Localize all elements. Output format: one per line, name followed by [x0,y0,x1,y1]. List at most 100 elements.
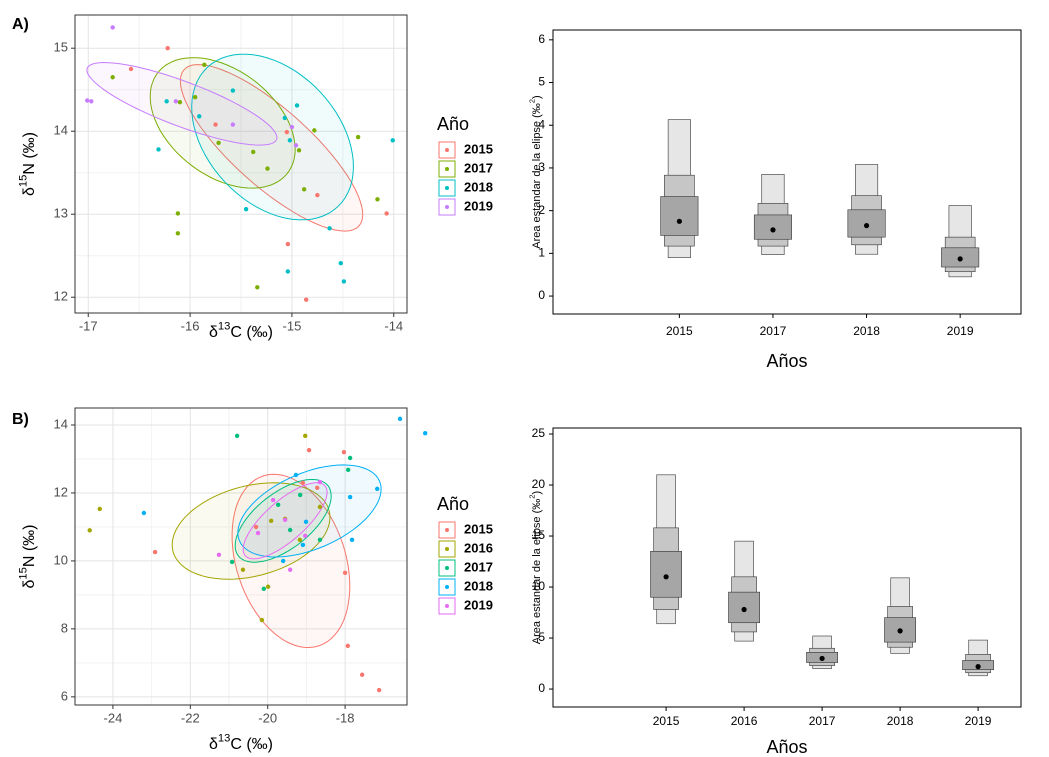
y-axis-title-part: N (‰) [21,132,38,175]
x-tick-label: -14 [384,318,403,333]
y-tick-label: 10 [532,579,546,593]
point [255,285,260,290]
point [284,129,290,135]
point [268,518,274,524]
point [280,558,286,564]
point [234,433,240,439]
point [141,510,147,516]
point [216,140,221,146]
y-tick-label: 12 [54,484,68,499]
mode-point [663,574,669,580]
point [164,99,169,104]
x-axis-title: Años [766,351,807,371]
point [165,46,170,51]
point [341,279,347,284]
y-tick-label: 15 [532,528,546,542]
y-tick-label: 5 [538,75,545,89]
y-tick-label: 6 [538,32,545,46]
point [315,192,320,198]
point [294,103,300,108]
y-tick-label: 4 [538,117,545,131]
plot-border [552,427,1022,708]
y-axis-title-part: N (‰) [21,524,38,567]
y-axis-title-part: δ [21,187,38,196]
legend-title: Año [437,114,469,134]
y-tick-label: 1 [538,246,545,260]
y-tick-label: 8 [61,620,68,635]
credible-interval-box [660,196,699,236]
point [265,584,271,589]
point [192,94,198,100]
y-axis-title-sup: 15 [18,567,30,579]
legend-key-dot [445,186,449,190]
point [303,297,309,302]
legend-label: 2018 [464,578,493,593]
ellipse [237,464,382,558]
point [285,269,291,274]
x-tick-label: 2019 [947,324,974,338]
point [243,207,249,212]
point [300,480,306,485]
point [270,497,276,503]
mode-point [741,606,747,613]
point [306,447,312,453]
ellipse [231,473,351,649]
plot-border [74,407,408,706]
point [317,504,323,510]
y-axis-title-part: Area estandar de la elipse (‰ [531,103,543,249]
x-tick-label: 2016 [731,714,758,728]
legend-label: 2015 [464,141,493,156]
plot-border [552,29,1022,315]
point [347,494,353,500]
point [175,211,181,216]
point [345,467,351,473]
mode-point [975,664,981,670]
point [259,617,265,623]
point [315,485,320,491]
x-tick-label: -16 [181,318,200,333]
point [303,433,308,439]
plot-border [74,14,408,314]
point [282,115,287,121]
y-axis-title: Area estandar de la elipse (‰2) [528,491,543,644]
legend-label: 2018 [464,179,493,194]
y-tick-label: 15 [54,40,68,55]
point [375,486,380,492]
mode-point [897,628,903,634]
mode-point [819,655,825,662]
ellipse [179,64,364,232]
point [390,138,395,143]
point [89,99,94,104]
legend-key-dot [445,148,449,152]
point [261,586,267,591]
point [376,687,382,693]
x-axis-title-sup: 13 [218,321,230,333]
legend-key-dot [445,167,449,171]
point [287,138,293,143]
point [97,506,102,512]
x-tick-label: 2017 [809,714,836,728]
point [355,134,361,140]
x-tick-label: 2017 [760,324,787,338]
x-axis-title: δ13C (‰) [209,733,273,754]
x-tick-label: -22 [181,710,200,725]
point [230,122,236,127]
panel-tag: A) [12,16,29,33]
point [175,231,181,236]
y-axis-title: δ15N (‰) [18,524,39,588]
y-axis-title-sup: 15 [18,175,30,187]
legend-key-dot [445,205,449,209]
y-axis-title-part: δ [21,580,38,589]
legend-key-dot [445,585,449,589]
y-tick-label: 0 [538,681,545,695]
y-axis-title: δ15N (‰) [18,132,39,196]
y-tick-label: 20 [532,477,546,491]
point [282,517,288,522]
x-axis-title-part: δ [209,736,218,753]
point [230,88,236,93]
y-axis-title: Area estandar de la elipse (‰2) [528,95,543,248]
point [297,537,303,543]
point [397,416,403,422]
point [293,143,299,148]
